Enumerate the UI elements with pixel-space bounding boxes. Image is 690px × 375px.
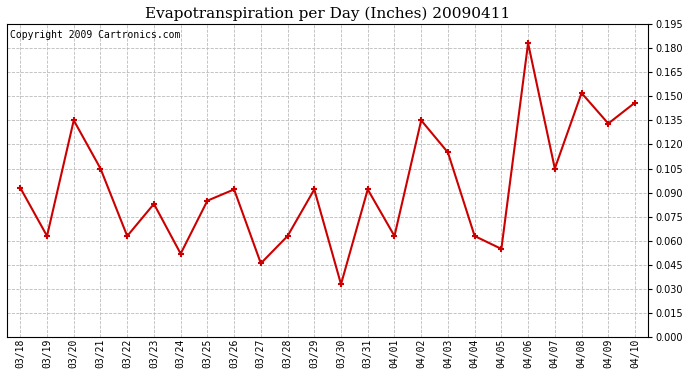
Text: Copyright 2009 Cartronics.com: Copyright 2009 Cartronics.com bbox=[10, 30, 181, 40]
Title: Evapotranspiration per Day (Inches) 20090411: Evapotranspiration per Day (Inches) 2009… bbox=[145, 7, 511, 21]
